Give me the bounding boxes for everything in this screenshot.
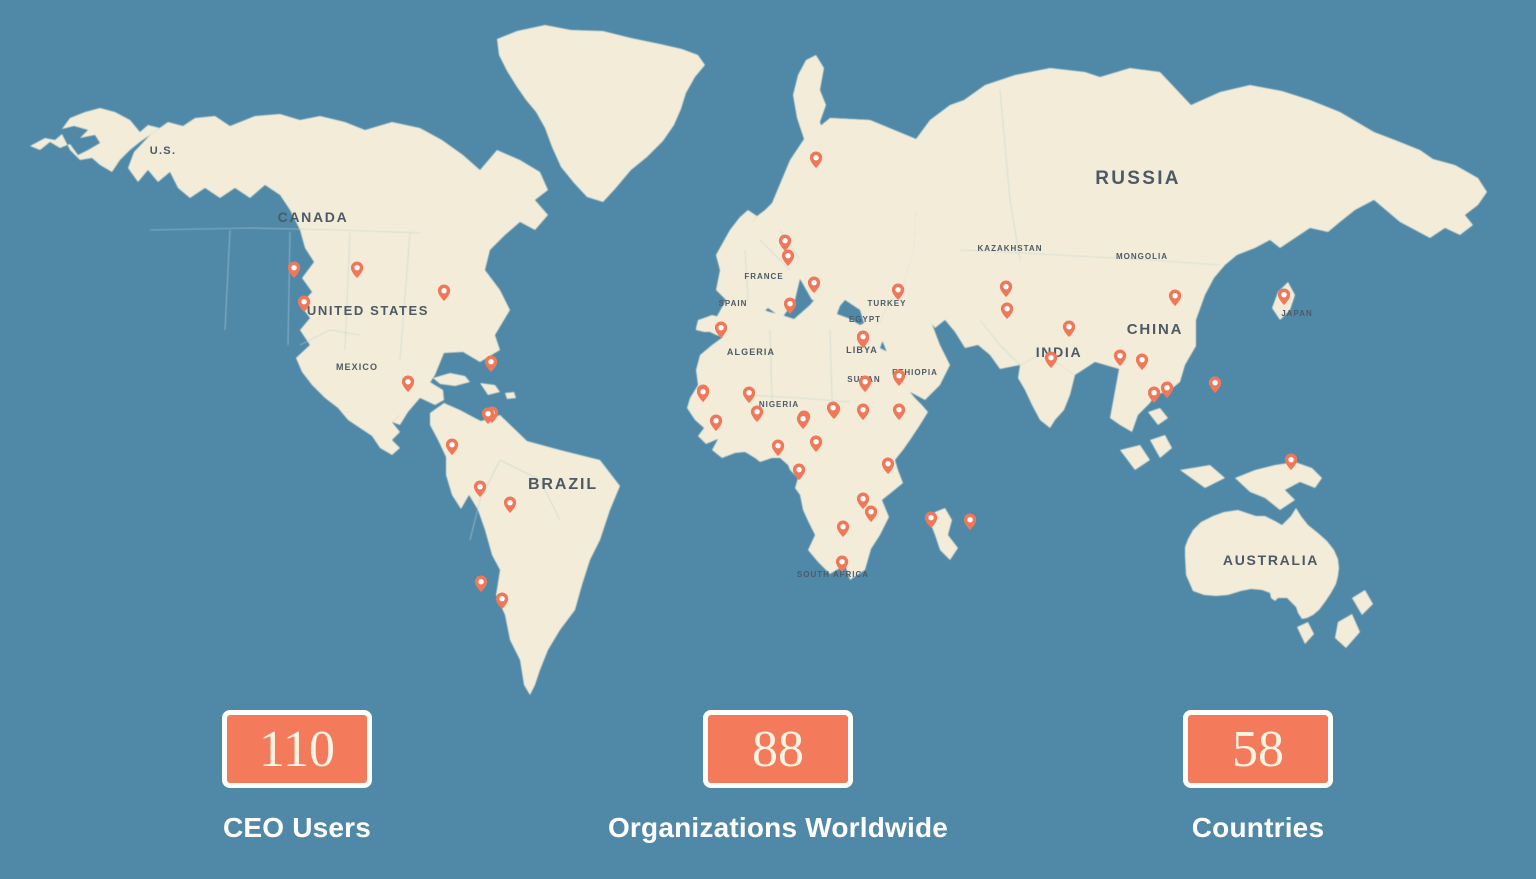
svg-text:U.S.: U.S. (150, 145, 177, 157)
svg-text:SOUTH AFRICA: SOUTH AFRICA (797, 570, 869, 579)
svg-text:INDIA: INDIA (1036, 344, 1083, 360)
svg-text:KAZAKHSTAN: KAZAKHSTAN (978, 244, 1043, 253)
svg-text:CANADA: CANADA (278, 209, 349, 225)
svg-text:NIGERIA: NIGERIA (759, 400, 799, 409)
svg-text:FRANCE: FRANCE (744, 272, 783, 281)
svg-text:AUSTRALIA: AUSTRALIA (1223, 552, 1319, 568)
svg-text:JAPAN: JAPAN (1281, 309, 1313, 318)
svg-text:ALGERIA: ALGERIA (727, 347, 775, 357)
svg-text:TURKEY: TURKEY (868, 299, 907, 308)
svg-text:RUSSIA: RUSSIA (1095, 168, 1181, 189)
svg-text:UNITED STATES: UNITED STATES (307, 303, 429, 318)
svg-text:SPAIN: SPAIN (719, 299, 748, 308)
svg-text:BRAZIL: BRAZIL (528, 476, 598, 493)
svg-text:EGYPT: EGYPT (849, 315, 881, 324)
svg-text:MEXICO: MEXICO (336, 362, 378, 372)
svg-text:CHINA: CHINA (1127, 321, 1184, 338)
svg-text:MONGOLIA: MONGOLIA (1116, 252, 1168, 261)
